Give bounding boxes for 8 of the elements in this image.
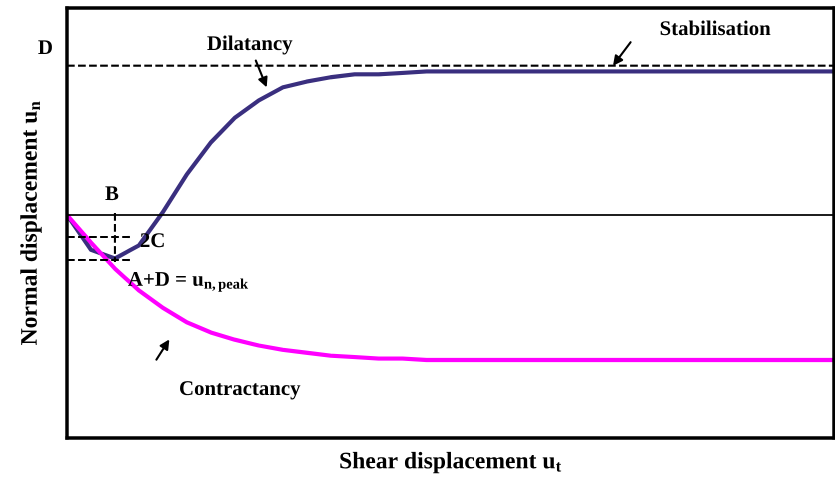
annotation: A+D = u$_{n,peak}$ — [128, 272, 248, 292]
y-axis-title: Normal displacement u$_{n}$ — [20, 102, 42, 345]
text: Stabilisation — [660, 20, 770, 36]
annotation: B — [105, 186, 118, 200]
text: Dilatancy — [207, 36, 292, 54]
text: Contractancy — [180, 381, 300, 400]
x-axis-title: Shear displacement u$_{t}$ — [340, 452, 562, 474]
ref-line-label: D — [38, 40, 52, 54]
